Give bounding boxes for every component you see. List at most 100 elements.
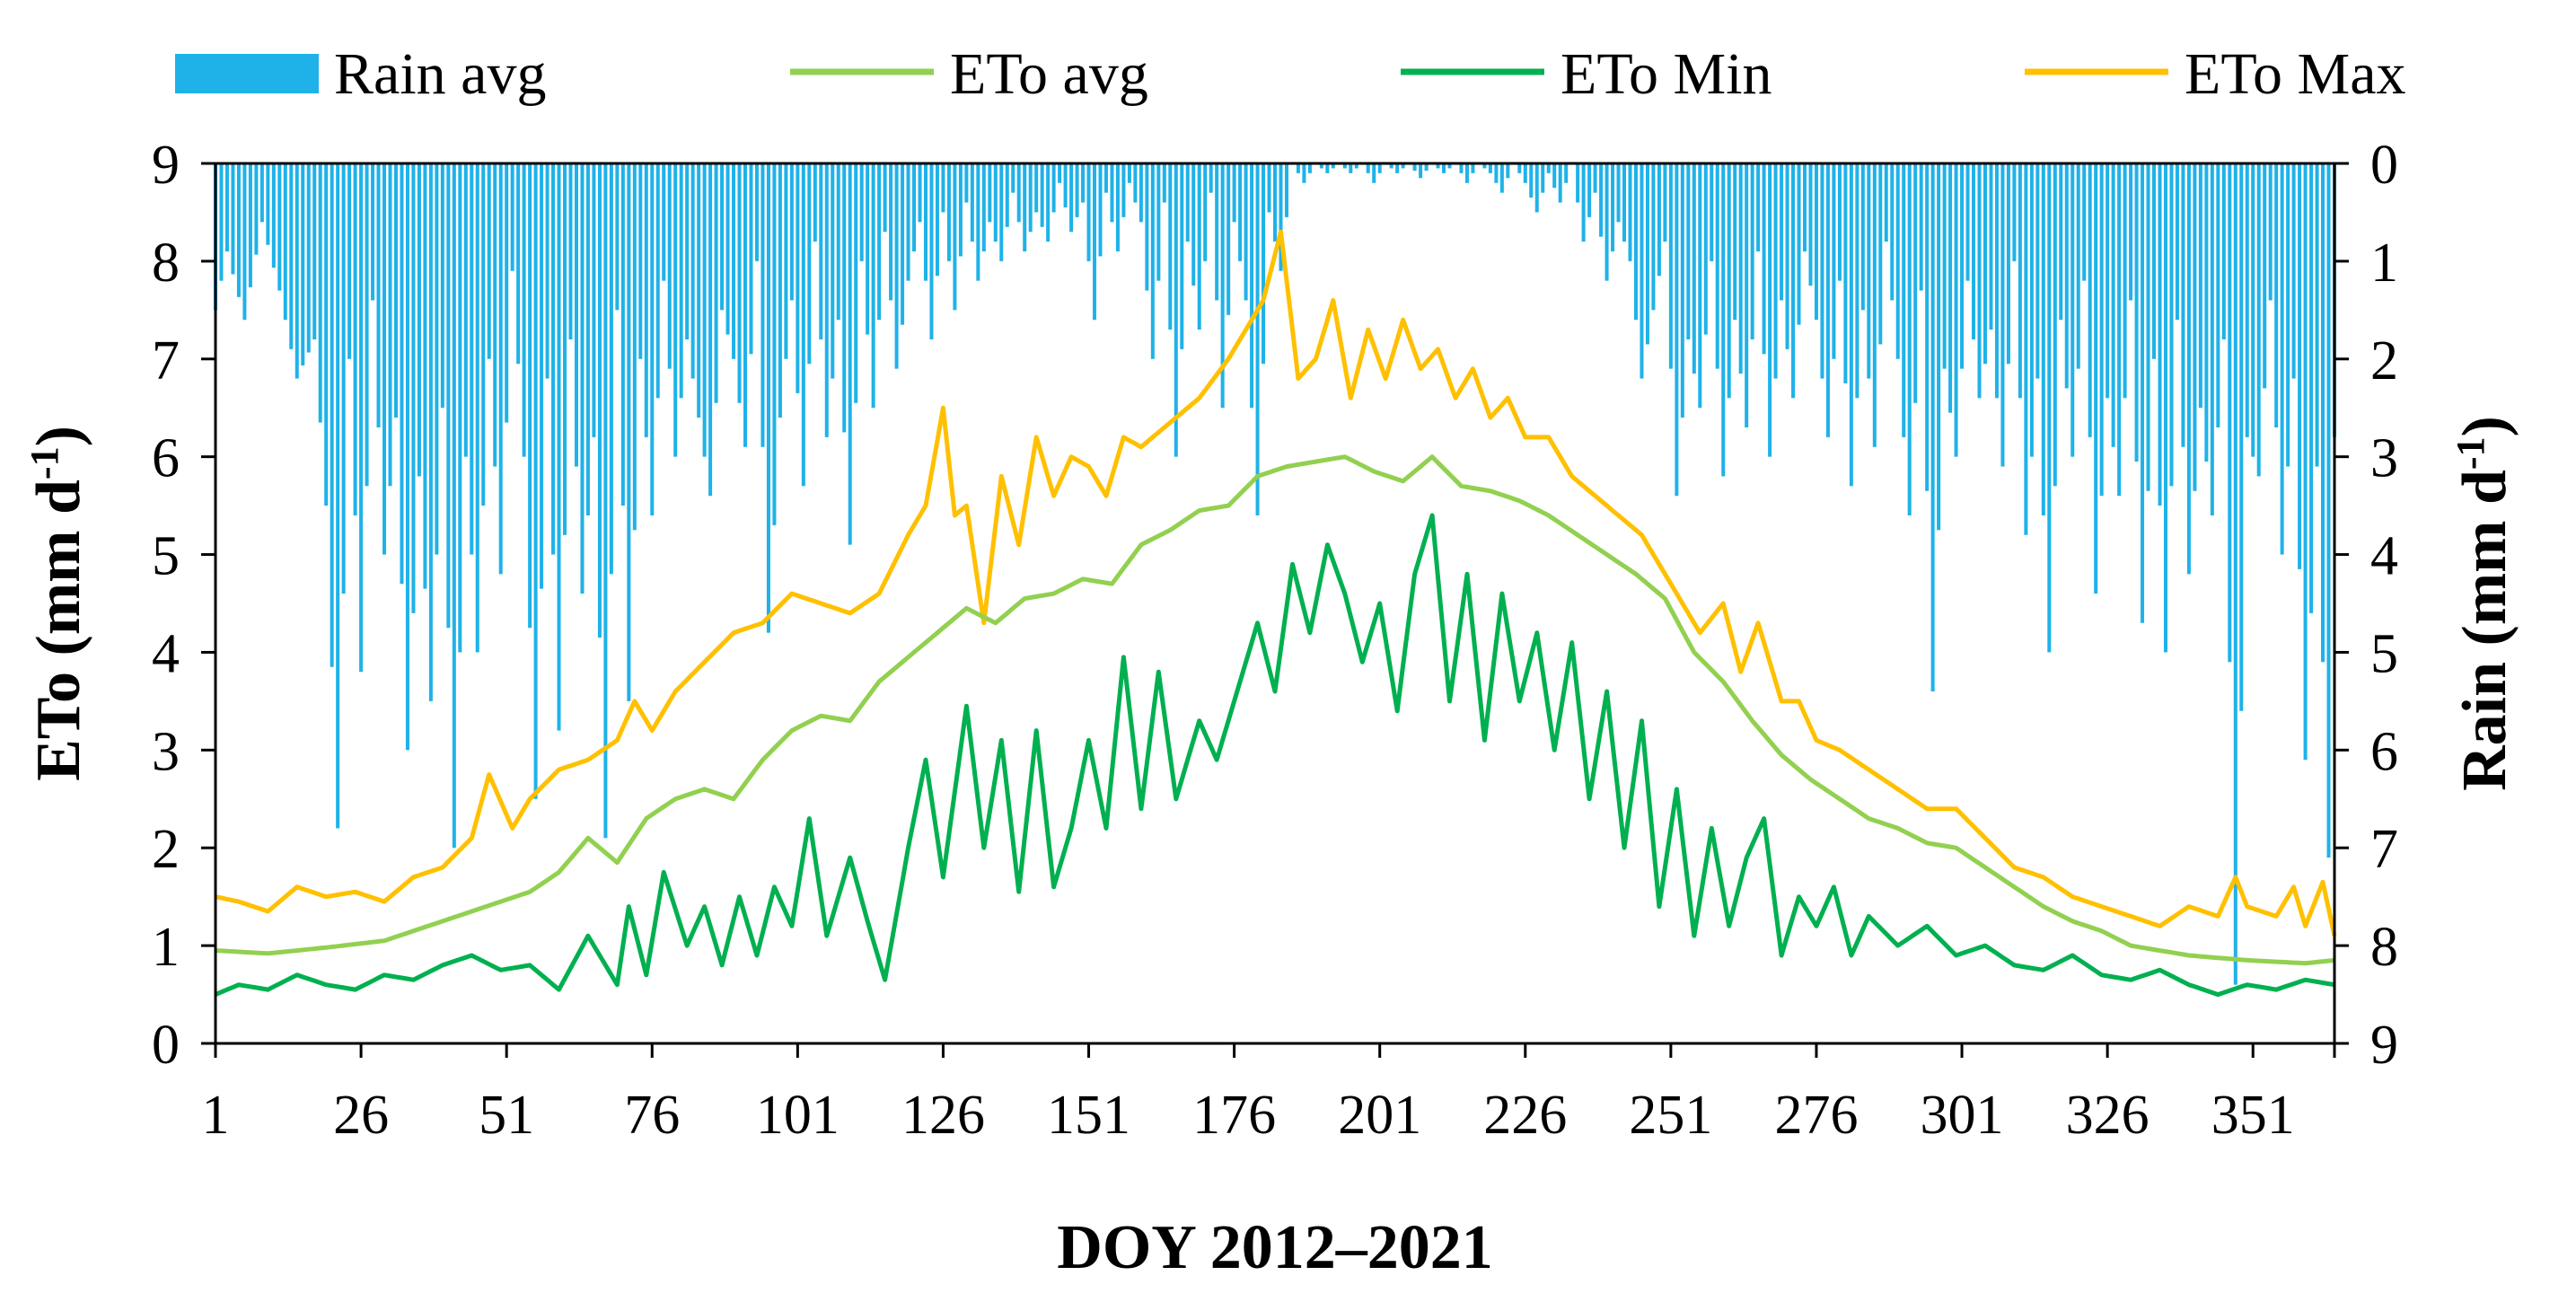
rain-bar bbox=[580, 163, 585, 594]
rain-bar bbox=[1902, 163, 1906, 437]
rain-bar bbox=[842, 163, 847, 433]
x-tick-label: 151 bbox=[1047, 1085, 1130, 1146]
rain-bar bbox=[446, 163, 451, 629]
rain-bar bbox=[789, 163, 794, 301]
axes bbox=[214, 162, 2336, 1045]
rain-bar bbox=[2018, 163, 2022, 399]
rain-bar bbox=[1727, 163, 1731, 399]
rain-bar bbox=[411, 163, 416, 613]
rain-bar bbox=[2186, 163, 2191, 575]
rain-bar bbox=[2047, 163, 2052, 653]
rain-bar bbox=[1267, 163, 1271, 213]
rain-bar bbox=[2024, 163, 2028, 535]
rain-bar bbox=[1523, 163, 1527, 183]
eto-max-line bbox=[215, 229, 2337, 937]
rain-bar bbox=[1127, 163, 1131, 183]
rain-bar bbox=[231, 163, 235, 275]
rain-bar bbox=[923, 163, 928, 281]
rain-bar bbox=[766, 163, 770, 633]
rain-bar bbox=[1546, 163, 1551, 173]
legend-label-eto-min: ETo Min bbox=[1561, 41, 1772, 107]
rain-bar bbox=[1499, 163, 1504, 193]
rain-bar bbox=[627, 163, 631, 701]
rain-bar bbox=[1139, 163, 1143, 223]
rain-bar bbox=[1919, 163, 1923, 291]
x-tick-label: 126 bbox=[901, 1085, 985, 1146]
rain-bar bbox=[259, 163, 264, 223]
rain-bar bbox=[440, 163, 444, 409]
rain-bar bbox=[2123, 163, 2127, 399]
rain-bar bbox=[1785, 163, 1789, 349]
rain-bar bbox=[1075, 163, 1079, 217]
y-tick-label-left: 5 bbox=[152, 526, 180, 587]
rain-bar bbox=[1930, 163, 1935, 691]
rain-bar bbox=[1464, 163, 1469, 183]
rain-bar bbox=[347, 163, 352, 359]
rain-bar bbox=[1797, 163, 1801, 325]
legend-label-eto-avg: ETo avg bbox=[950, 41, 1148, 107]
rain-bar bbox=[2239, 163, 2244, 711]
y-tick-label-left: 3 bbox=[152, 721, 180, 782]
rain-bar bbox=[1296, 163, 1300, 173]
rain-bar bbox=[1331, 163, 1335, 169]
rain-bar bbox=[248, 163, 252, 287]
rain-bar bbox=[324, 163, 329, 506]
rain-bar bbox=[312, 163, 317, 339]
rain-bar bbox=[1686, 163, 1691, 339]
rain-bar bbox=[918, 163, 922, 223]
x-tick-label: 26 bbox=[333, 1085, 389, 1146]
rain-bar bbox=[889, 163, 893, 301]
rain-bar bbox=[1262, 163, 1266, 365]
rain-bar bbox=[1989, 163, 1993, 330]
rain-bar bbox=[1558, 163, 1562, 203]
rain-bar bbox=[1273, 163, 1278, 242]
rain-bar bbox=[2251, 163, 2255, 457]
eto-lines bbox=[215, 229, 2337, 998]
rain-bar bbox=[836, 163, 840, 321]
rain-bar bbox=[2129, 163, 2133, 301]
eto-min-line bbox=[215, 513, 2335, 998]
rain-bar bbox=[1203, 163, 1208, 261]
rain-bar bbox=[632, 163, 637, 531]
rain-bar bbox=[1319, 163, 1323, 169]
rain-bar bbox=[2082, 163, 2087, 281]
rain-bar bbox=[533, 163, 538, 799]
legend-item-rain-avg: Rain avg bbox=[175, 41, 546, 107]
rain-bar bbox=[662, 163, 666, 281]
rain-bar bbox=[1395, 163, 1400, 173]
rain-bar bbox=[877, 163, 882, 321]
rain-bars bbox=[214, 163, 2337, 985]
rain-bar bbox=[2315, 163, 2319, 467]
rain-bar bbox=[1093, 163, 1097, 321]
rain-bar bbox=[708, 163, 713, 497]
rain-bar bbox=[1046, 163, 1051, 242]
y-ticks-left: 0 1 2 3 4 5 6 7 8 9 bbox=[152, 135, 215, 1076]
rain-bar bbox=[2076, 163, 2080, 369]
rain-bar bbox=[1948, 163, 1953, 413]
y-axis-right-title-sup: -1 bbox=[2449, 436, 2492, 470]
rain-bar bbox=[2000, 163, 2005, 467]
rain-bar bbox=[749, 163, 753, 355]
y-axis-left-title-text: ETo (mm d bbox=[24, 479, 93, 781]
rain-bar bbox=[1640, 163, 1644, 379]
rain-bar bbox=[1715, 163, 1719, 369]
rain-bar bbox=[1605, 163, 1609, 281]
rain-bar bbox=[1419, 163, 1423, 179]
rain-bar bbox=[528, 163, 532, 629]
rain-bar bbox=[463, 163, 468, 457]
x-ticks: 1 26 51 76 101 126 151 176 201 226 251 276 301 326 351 bbox=[202, 1043, 2336, 1146]
rain-bar bbox=[417, 163, 421, 477]
rain-bar bbox=[1459, 163, 1464, 173]
rain-bar bbox=[2169, 163, 2174, 487]
rain-bar bbox=[2099, 163, 2104, 497]
rain-bar bbox=[981, 163, 986, 251]
rain-bar bbox=[650, 163, 655, 515]
rain-bar bbox=[505, 163, 509, 423]
rain-bar bbox=[1832, 163, 1836, 359]
rain-bar bbox=[1937, 163, 1941, 531]
rain-bar bbox=[1745, 163, 1749, 427]
rain-bar bbox=[737, 163, 742, 403]
y-tick-label-right: 5 bbox=[2370, 623, 2398, 684]
y-tick-label-left: 4 bbox=[152, 623, 180, 684]
